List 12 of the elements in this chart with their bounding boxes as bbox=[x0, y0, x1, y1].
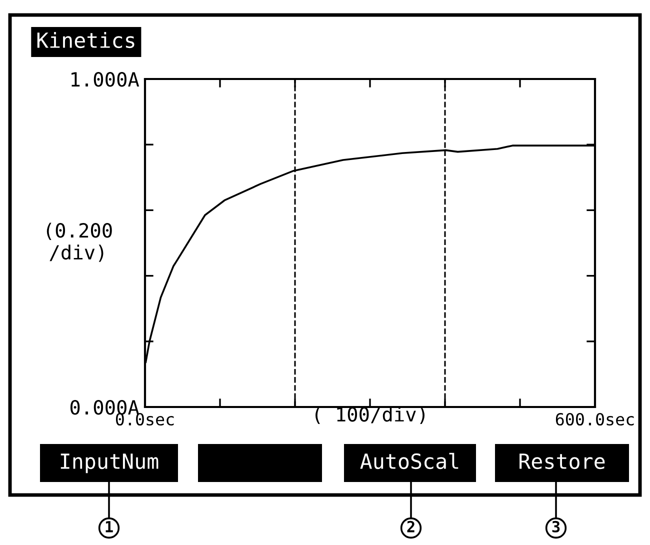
text: 3 bbox=[552, 520, 560, 532]
y-tick-label: 0.000A bbox=[70, 400, 140, 415]
text: AutoScal bbox=[360, 452, 458, 470]
chart-title: Kinetics bbox=[37, 32, 134, 48]
x-tick-label: 0.0sec bbox=[116, 412, 174, 426]
y-tick-label: 1.000A bbox=[72, 72, 140, 87]
y-axis-title: (0.200 /div) bbox=[46, 222, 112, 262]
text: 1 bbox=[106, 521, 113, 532]
text: InputNum bbox=[60, 454, 158, 474]
text: Restore bbox=[520, 454, 605, 470]
text: 2 bbox=[407, 520, 414, 532]
x-tick-label: 600.0sec bbox=[556, 412, 634, 426]
